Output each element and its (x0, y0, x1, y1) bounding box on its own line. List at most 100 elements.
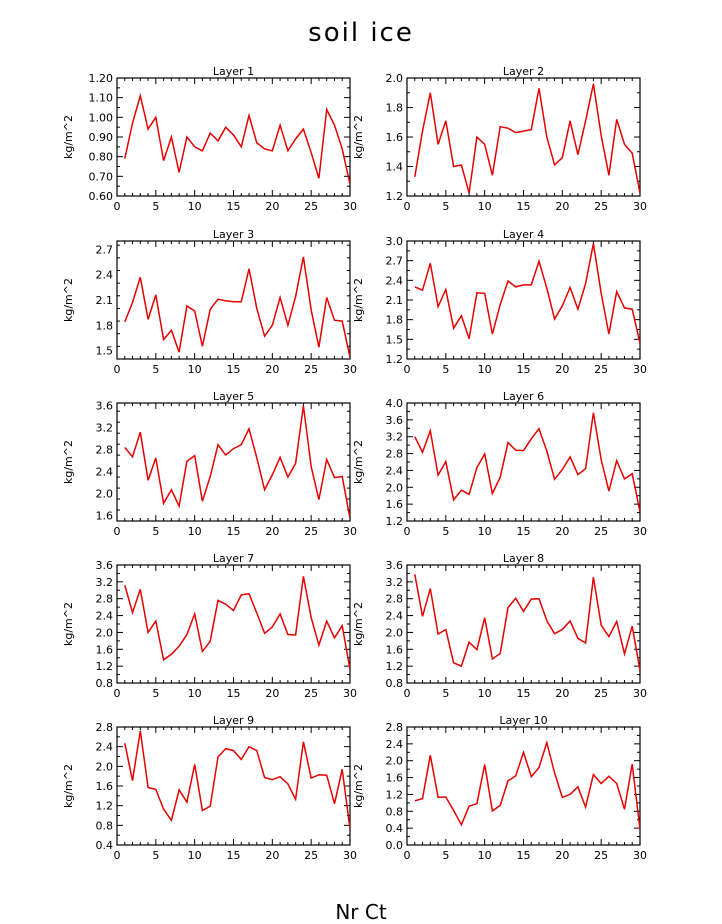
y-tick-label: 2.4 (386, 610, 404, 623)
y-tick-label: 0.4 (386, 822, 404, 835)
x-tick-label: 25 (304, 687, 318, 700)
x-tick-label: 10 (188, 363, 202, 376)
y-tick-label: 0.8 (96, 819, 114, 832)
x-tick-label: 0 (114, 525, 121, 538)
data-series-line (415, 413, 640, 512)
y-tick-label: 0.0 (386, 839, 404, 852)
plot-frame (407, 403, 640, 521)
plot-frame (117, 241, 350, 359)
y-tick-label: 1.6 (386, 643, 404, 656)
x-tick-label: 20 (555, 363, 569, 376)
x-tick-label: 20 (265, 200, 279, 213)
y-axis-label: kg/m^2 (352, 602, 365, 646)
y-tick-label: 1.4 (386, 161, 404, 174)
y-tick-label: 1.2 (386, 515, 404, 528)
x-tick-label: 30 (633, 200, 647, 213)
x-tick-label: 15 (517, 200, 531, 213)
x-tick-label: 20 (265, 849, 279, 862)
x-tick-label: 5 (152, 525, 159, 538)
y-tick-label: 2.0 (386, 481, 404, 494)
panel-title: Layer 8 (503, 552, 544, 565)
y-tick-label: 2.7 (386, 255, 404, 268)
x-tick-label: 30 (633, 849, 647, 862)
data-series-line (125, 576, 350, 669)
x-tick-label: 15 (227, 200, 241, 213)
x-tick-label: 25 (594, 200, 608, 213)
x-tick-label: 5 (442, 525, 449, 538)
x-tick-label: 15 (227, 687, 241, 700)
y-tick-label: 1.6 (386, 131, 404, 144)
y-tick-label: 0.80 (89, 151, 114, 164)
x-tick-label: 0 (114, 200, 121, 213)
y-tick-label: 2.0 (96, 626, 114, 639)
x-tick-label: 10 (478, 525, 492, 538)
x-tick-label: 10 (188, 525, 202, 538)
data-series-line (415, 574, 640, 670)
panel-title: Layer 2 (503, 65, 544, 78)
x-tick-label: 20 (265, 525, 279, 538)
y-axis-label: kg/m^2 (352, 440, 365, 484)
y-tick-label: 1.6 (96, 510, 114, 523)
y-tick-label: 1.8 (386, 102, 404, 115)
x-tick-label: 10 (188, 687, 202, 700)
y-tick-label: 2.4 (96, 610, 114, 623)
y-tick-label: 1.5 (96, 345, 114, 358)
x-tick-label: 20 (555, 849, 569, 862)
y-tick-label: 1.8 (96, 319, 114, 332)
y-tick-label: 0.60 (89, 190, 114, 203)
y-axis-label: kg/m^2 (62, 278, 75, 322)
y-tick-label: 3.2 (386, 576, 404, 589)
y-tick-label: 2.4 (386, 738, 404, 751)
x-tick-label: 0 (114, 363, 121, 376)
y-tick-label: 3.6 (96, 400, 114, 413)
x-tick-label: 20 (555, 687, 569, 700)
y-axis-label: kg/m^2 (352, 115, 365, 159)
y-tick-label: 0.90 (89, 131, 114, 144)
x-tick-label: 0 (114, 687, 121, 700)
x-tick-label: 5 (152, 849, 159, 862)
y-axis-label: kg/m^2 (62, 115, 75, 159)
y-tick-label: 3.2 (96, 422, 114, 435)
y-tick-label: 1.5 (386, 333, 404, 346)
y-tick-label: 2.4 (96, 466, 114, 479)
x-tick-label: 0 (404, 363, 411, 376)
y-tick-label: 2.4 (96, 269, 114, 282)
y-tick-label: 3.6 (386, 414, 404, 427)
y-tick-label: 1.2 (386, 190, 404, 203)
x-tick-label: 5 (442, 200, 449, 213)
y-tick-label: 0.8 (96, 677, 114, 690)
x-tick-label: 25 (304, 525, 318, 538)
x-tick-label: 5 (442, 687, 449, 700)
x-tick-label: 0 (404, 200, 411, 213)
x-tick-label: 25 (594, 687, 608, 700)
x-tick-label: 30 (343, 200, 357, 213)
x-tick-label: 25 (594, 525, 608, 538)
plot-frame (117, 727, 350, 845)
y-tick-label: 1.8 (386, 314, 404, 327)
y-tick-label: 0.70 (89, 170, 114, 183)
data-series-line (125, 257, 350, 357)
y-tick-label: 4.0 (386, 397, 404, 410)
data-series-line (125, 96, 350, 185)
plot-frame (407, 727, 640, 845)
y-tick-label: 3.2 (386, 431, 404, 444)
y-tick-label: 2.0 (386, 72, 404, 85)
y-tick-label: 1.2 (96, 660, 114, 673)
x-tick-label: 15 (517, 525, 531, 538)
y-tick-label: 1.2 (96, 800, 114, 813)
x-tick-label: 15 (517, 687, 531, 700)
panel-title: Layer 4 (503, 228, 544, 241)
x-tick-label: 0 (404, 849, 411, 862)
y-tick-label: 1.10 (89, 92, 114, 105)
data-series-line (415, 244, 640, 344)
x-tick-label: 15 (517, 363, 531, 376)
x-tick-label: 20 (265, 687, 279, 700)
x-tick-label: 30 (633, 525, 647, 538)
x-tick-label: 25 (304, 849, 318, 862)
